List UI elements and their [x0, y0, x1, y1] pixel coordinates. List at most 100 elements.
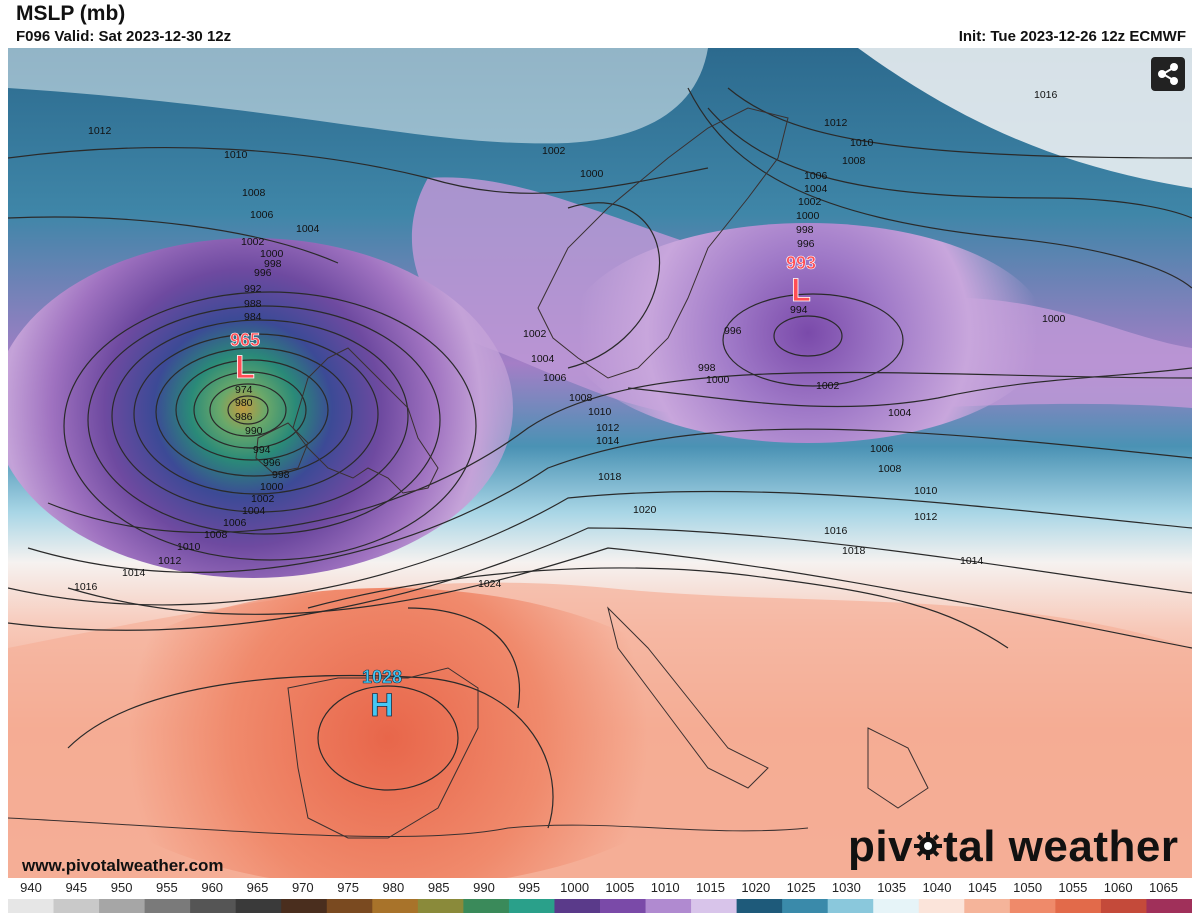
isobar-label: 1006 — [543, 372, 567, 384]
isobar — [87, 305, 441, 535]
isobar — [67, 547, 1192, 649]
isobar-label: 1008 — [842, 155, 866, 167]
isobar-label: 1000 — [706, 374, 730, 386]
isobar — [627, 367, 1192, 408]
isobar-label: 1014 — [122, 567, 146, 579]
isobar — [307, 567, 1009, 649]
colorbar-tick-label: 985 — [427, 880, 450, 895]
isobar-label: 1002 — [798, 196, 822, 208]
isobar — [317, 685, 459, 791]
colorbar-swatch — [1100, 899, 1147, 913]
valid-time: F096 Valid: Sat 2023-12-30 12z — [16, 28, 232, 45]
isobar-label: 1016 — [1034, 89, 1058, 101]
center-value: 1028 — [362, 667, 402, 687]
isobar — [133, 333, 379, 495]
isobar — [8, 490, 1192, 606]
isobar-label: 1000 — [260, 481, 284, 493]
isobar-label: 1002 — [251, 493, 275, 505]
colorbar-swatch — [691, 899, 738, 913]
low-center-993: 993 L — [786, 253, 817, 309]
isobar — [567, 202, 660, 369]
isobar-label: 1008 — [204, 529, 228, 541]
isobar-label: 998 — [796, 224, 814, 236]
colorbar-tick-label: 990 — [473, 880, 495, 895]
brand-text-right: tal weather — [943, 822, 1179, 871]
center-value: 965 — [230, 330, 260, 350]
colorbar-swatch — [144, 899, 191, 913]
isobar-label: 1012 — [158, 555, 182, 567]
isobar-label: 1004 — [888, 407, 912, 419]
brand-logo: piv tal weather — [848, 822, 1178, 872]
low-993-field — [568, 223, 1048, 443]
colorbar-swatch — [1009, 899, 1056, 913]
isobar-label: 1016 — [74, 581, 98, 593]
share-icon — [1158, 63, 1178, 85]
colorbar-tick-label: 975 — [337, 880, 359, 895]
colorbar-swatch — [827, 899, 874, 913]
colorbar-swatch — [281, 899, 328, 913]
colorbar-tick-label: 950 — [110, 880, 133, 895]
isobar-label: 996 — [263, 457, 281, 469]
colorbar-tick-label: 1015 — [696, 880, 725, 895]
isobar-label: 1010 — [224, 149, 248, 161]
isobar-label: 1008 — [878, 463, 902, 475]
isobar — [8, 216, 339, 264]
colorbar-swatch — [190, 899, 237, 913]
isobar-label: 996 — [724, 325, 742, 337]
isobar — [27, 428, 1192, 573]
center-value: 993 — [786, 253, 816, 273]
colorbar-tick-label: 1010 — [650, 880, 680, 895]
isobar-label: 1006 — [870, 443, 894, 455]
mslp-map[interactable]: 1012 1010 1008 1006 1004 1002 1000 998 9… — [8, 48, 1192, 878]
colorbar-tick-label: 1055 — [1058, 880, 1088, 895]
gear-icon — [913, 822, 943, 872]
isobar-label: 1006 — [250, 209, 274, 221]
isobar-label: 992 — [244, 283, 262, 295]
colorbar-swatch — [326, 899, 373, 913]
isobar-label: 1002 — [523, 328, 547, 340]
isobar-label: 998 — [698, 362, 716, 374]
colorbar-tick-label: 945 — [65, 880, 88, 895]
colorbar-tick-label: 1030 — [831, 880, 861, 895]
isobar-label: 1010 — [914, 485, 938, 497]
isobar-label: 1010 — [177, 541, 201, 553]
colorbar-swatch — [235, 899, 282, 913]
isobar — [111, 319, 409, 513]
colorbar-swatch — [1055, 899, 1102, 913]
colorbar-tick-label: 965 — [246, 880, 269, 895]
isobar — [8, 527, 1192, 631]
isobar-label: 994 — [253, 444, 271, 456]
low-965-field — [8, 238, 513, 578]
map-panel[interactable]: 1012 1010 1008 1006 1004 1002 1000 998 9… — [8, 48, 1192, 878]
isobar-label: 1006 — [223, 517, 247, 529]
russia-field — [858, 48, 1192, 188]
isobar-label: 1018 — [598, 471, 622, 483]
colorbar-swatch — [736, 899, 783, 913]
isobar-label: 1008 — [569, 392, 593, 404]
init-time: Init: Tue 2023-12-26 12z ECMWF — [958, 28, 1186, 45]
isobar-label: 1002 — [542, 145, 566, 157]
isobar-label: 1012 — [596, 422, 620, 434]
scandinavia-coast — [537, 107, 789, 379]
isobar-label: 1002 — [816, 380, 840, 392]
isobar-label: 1006 — [804, 170, 828, 182]
isobar — [175, 359, 329, 461]
site-url: www.pivotalweather.com — [22, 856, 224, 875]
isobar-label: 1010 — [850, 137, 874, 149]
center-letter: H — [370, 687, 393, 723]
colorbar-swatch — [463, 899, 510, 913]
colorbar-swatch — [417, 899, 464, 913]
isobar-label: 1004 — [242, 505, 266, 517]
colorbar-swatch — [372, 899, 419, 913]
isobar-label: 1004 — [804, 183, 828, 195]
british-isles-coast — [292, 347, 439, 494]
low-center-965: 965 L — [230, 330, 261, 386]
colorbar-tick-label: 955 — [156, 880, 178, 895]
italy-coast — [607, 606, 769, 789]
share-button[interactable] — [1151, 57, 1185, 91]
center-letter: L — [235, 349, 255, 385]
isobar-label: 994 — [790, 304, 808, 316]
isobar-label: 1012 — [824, 117, 848, 129]
colorbar-tick-label: 1025 — [786, 880, 816, 895]
isobar — [687, 87, 1192, 289]
